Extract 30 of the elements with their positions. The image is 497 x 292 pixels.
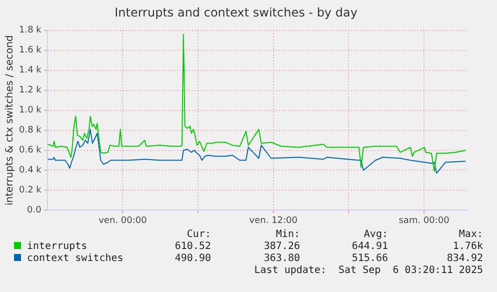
y-tick-label: 0.0 [27,206,42,216]
chart-title: Interrupts and context switches - by day [114,5,358,20]
text: Min: [276,229,300,240]
text: 363.80 [264,253,300,264]
legend-label: interrupts [26,241,88,252]
y-tick-label: 1.6 k [18,46,42,56]
text: 644.91 [352,241,388,252]
text: Avg: [364,229,388,240]
y-tick-label: 1.8 k [18,26,42,36]
x-tick-label: ven. 12:00 [249,216,298,226]
text: 1.76k [452,241,483,252]
y-tick-label: 1.4 k [18,66,42,76]
y-tick-label: 0.2 k [18,186,42,196]
text: 610.52 [174,241,211,252]
y-tick-label: 0.6 k [18,146,42,156]
text: Cur: [186,229,211,240]
y-tick-label: 1.0 k [18,106,42,116]
y-tick-label: 1.2 k [18,86,42,96]
y-tick-label: 0.4 k [18,166,42,176]
text: Last update: Sat Sep 6 03:20:11 2025 [254,265,483,276]
y-axis-title: interrupts & ctx switches / second [4,35,16,206]
text: 387.26 [264,241,300,252]
text: 515.66 [352,253,388,264]
legend-label: context switches [26,253,124,264]
y-tick-label: 0.8 k [18,126,42,136]
x-tick-label: ven. 00:00 [98,216,148,226]
text: 834.92 [446,253,483,264]
x-tick-label: sam. 00:00 [398,216,450,226]
text: Max: [458,229,483,240]
text: 490.90 [174,253,211,264]
